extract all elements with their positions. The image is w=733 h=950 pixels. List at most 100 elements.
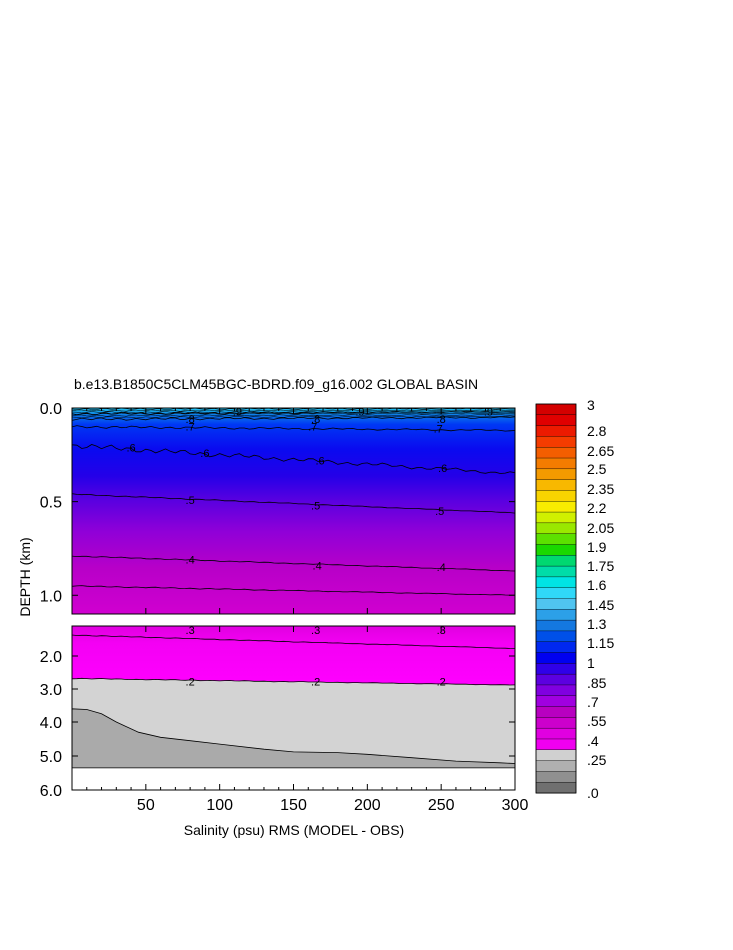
colorbar-swatch (535, 609, 577, 621)
colorbar-label: 1.45 (587, 597, 614, 613)
colorbar-swatch (535, 706, 577, 718)
colorbar-swatch (535, 501, 577, 513)
lower-panel-field (72, 626, 515, 686)
x-tick-label: 100 (206, 797, 233, 814)
contour-label: .8 (437, 414, 446, 426)
colorbar-swatch (535, 684, 577, 697)
contour-label: .2 (311, 676, 320, 688)
contour-label: .7 (308, 422, 317, 434)
x-axis-label: Salinity (psu) RMS (MODEL - OBS) (184, 822, 404, 838)
colorbar-frame (535, 403, 577, 794)
colorbar-swatch (535, 695, 577, 708)
contour-label: .7 (434, 424, 443, 436)
contour-line (72, 634, 515, 649)
contour-label: .2 (186, 676, 195, 688)
upper-panel: .9.9.9.8.8.8.7.7.7.6.6.6.6.5.5.5.4.4.4 (71, 407, 516, 615)
contour-label: .6 (438, 463, 447, 475)
colorbar-label: 1 (587, 655, 595, 671)
colorbar-swatch (535, 652, 577, 664)
colorbar-label: 2.2 (587, 500, 607, 516)
contour-line (72, 414, 515, 417)
contour-line (72, 425, 515, 432)
y-tick-label: 0.0 (40, 401, 62, 418)
upper-panel-field (72, 408, 515, 614)
colorbar-swatch (535, 511, 577, 524)
colorbar-swatch (535, 727, 577, 740)
y-tick-label: 6.0 (40, 783, 62, 800)
colorbar-swatch (535, 403, 577, 416)
colorbar-swatch (535, 533, 577, 545)
colorbar-swatch (535, 663, 577, 675)
chart-title: b.e13.B1850C5CLM45BGC-BDRD.f09_g16.002 G… (74, 376, 478, 392)
contour-label: .8 (311, 414, 320, 426)
contour-label: .2 (437, 676, 446, 688)
x-tick-label: 150 (280, 797, 307, 814)
colorbar-label: 1.6 (587, 577, 607, 593)
contour-label: .6 (126, 442, 135, 454)
colorbar-label: 2.35 (587, 481, 614, 497)
colorbar-label: .4 (587, 733, 599, 749)
colorbar-swatch (535, 749, 577, 762)
colorbar-swatch (535, 436, 577, 448)
colorbar-swatch (535, 673, 577, 686)
colorbar-swatch (535, 447, 577, 459)
colorbar-label: .55 (587, 713, 607, 729)
contour-label: .3 (311, 625, 320, 637)
contour-line (72, 585, 515, 596)
y-tick-label: 5.0 (40, 749, 62, 766)
contour-label: .7 (186, 422, 195, 434)
y-tick-label: 1.0 (40, 588, 62, 605)
colorbar-label: 1.15 (587, 635, 614, 651)
contour-label: .3 (186, 625, 195, 637)
colorbar-swatch (535, 490, 577, 502)
colorbar-label: 2.05 (587, 520, 614, 536)
contour-label: .5 (186, 495, 195, 507)
colorbar-label: 2.5 (587, 461, 607, 477)
contour-label: .4 (313, 560, 322, 572)
contour-label: .8 (186, 414, 195, 426)
contour-line (72, 493, 515, 514)
colorbar-swatch (535, 760, 577, 772)
contour-line (72, 555, 515, 572)
colorbar-swatch (535, 576, 577, 589)
contour-line (72, 415, 515, 419)
y-tick-label: 0.5 (40, 495, 62, 512)
colorbar-swatch (535, 771, 577, 783)
colorbar-swatch (535, 544, 577, 556)
colorbar-swatch (535, 425, 577, 437)
colorbar-swatch (535, 468, 577, 481)
colorbar-swatch (535, 565, 577, 578)
contour-label: .5 (435, 506, 444, 518)
colorbar-swatch (535, 641, 577, 654)
y-tick-label: 4.0 (40, 715, 62, 732)
colorbar-swatch (535, 781, 577, 794)
x-tick-label: 50 (137, 797, 155, 814)
contour-label: .4 (186, 555, 195, 567)
axes: 50 100 150 200 250 300 0.0 0.5 1.0 2.0 3.0 4.0 5.0 6.… (40, 401, 529, 814)
colorbar-swatch (535, 457, 577, 470)
contour-line (72, 677, 515, 686)
colorbar-swatch (535, 630, 577, 643)
x-tick-label: 250 (428, 797, 455, 814)
colorbar-label: .7 (587, 694, 599, 710)
lower-panel: .3.3.3.2.2.2 (71, 625, 516, 791)
colorbar-swatch (535, 738, 577, 751)
contour-line (72, 444, 515, 474)
contour-label: .6 (315, 455, 324, 467)
colorbar-swatch (535, 619, 577, 632)
bathymetry (71, 708, 516, 769)
contour-label: .9 (484, 407, 493, 419)
contour-line (72, 416, 515, 421)
colorbar-label: 2.65 (587, 443, 614, 459)
contour-label: .9 (355, 407, 364, 419)
contour-label: .4 (437, 562, 446, 574)
x-tick-label: 200 (354, 797, 381, 814)
colorbar-swatch (535, 717, 577, 729)
colorbar-swatch (535, 598, 577, 610)
colorbar-label: 3 (587, 397, 595, 413)
contour-label: .6 (200, 448, 209, 460)
colorbar-label: .0 (587, 785, 599, 801)
colorbar-swatch (535, 522, 577, 535)
